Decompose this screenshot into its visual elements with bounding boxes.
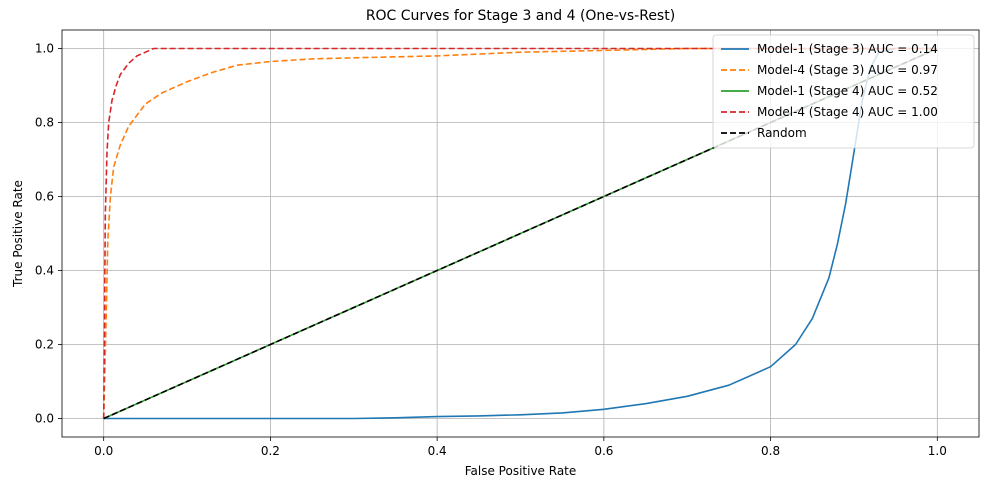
y-tick-label: 0.0 xyxy=(35,412,54,426)
legend-entry: Model-4 (Stage 4) AUC = 1.00 xyxy=(757,105,938,119)
x-tick-label: 0.6 xyxy=(594,444,613,458)
y-tick-label: 0.8 xyxy=(35,116,54,130)
x-tick-label: 0.4 xyxy=(428,444,447,458)
x-tick-label: 0.0 xyxy=(94,444,113,458)
legend-entry: Model-1 (Stage 3) AUC = 0.14 xyxy=(757,42,938,56)
series-line-2 xyxy=(102,47,938,419)
y-tick-label: 0.6 xyxy=(35,190,54,204)
series-line-4 xyxy=(102,47,938,419)
x-axis-label: False Positive Rate xyxy=(465,464,577,478)
chart-title: ROC Curves for Stage 3 and 4 (One-vs-Res… xyxy=(366,8,675,24)
axis-ticks: 0.0 0.2 0.4 0.6 0.8 1.0 0.0 0.2 0.4 0.6 0.8 1.0 xyxy=(35,42,947,459)
legend-box xyxy=(712,34,975,149)
x-tick-label: 0.2 xyxy=(261,444,280,458)
plot-frame xyxy=(61,29,980,438)
y-tick-label: 0.4 xyxy=(35,264,54,278)
legend-entry: Random xyxy=(757,126,807,140)
x-tick-label: 0.8 xyxy=(761,444,780,458)
legend: Model-1 (Stage 3) AUC = 0.14 Model-4 (Sta… xyxy=(712,34,975,149)
y-axis-label: True Positive Rate xyxy=(11,180,25,288)
legend-entry: Model-4 (Stage 3) AUC = 0.97 xyxy=(757,63,938,77)
x-tick-label: 1.0 xyxy=(928,444,947,458)
y-tick-label: 0.2 xyxy=(35,338,54,352)
y-tick-label: 1.0 xyxy=(35,42,54,56)
legend-entry: Model-1 (Stage 4) AUC = 0.52 xyxy=(757,84,938,98)
